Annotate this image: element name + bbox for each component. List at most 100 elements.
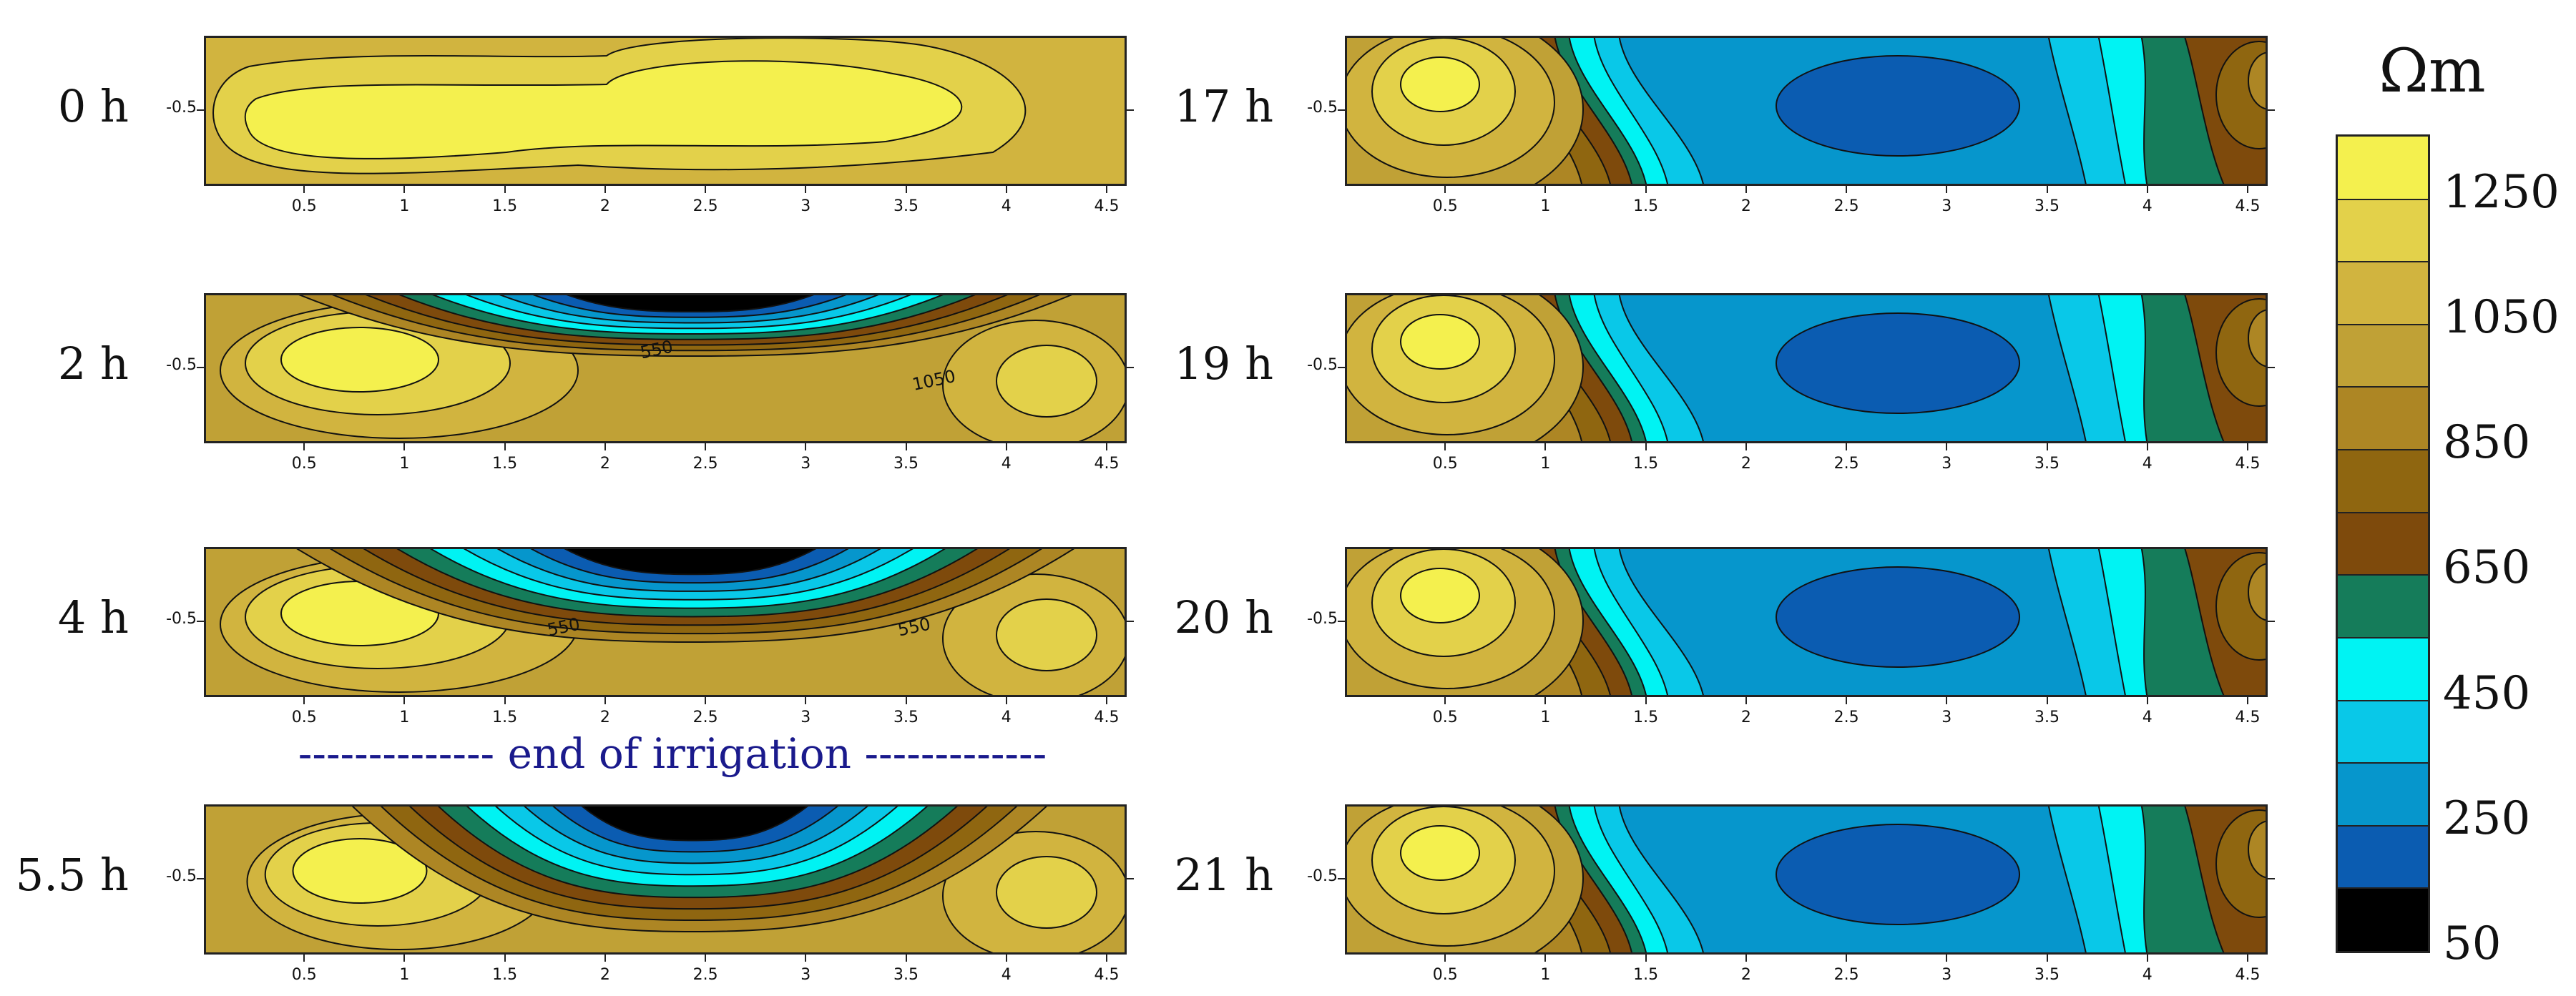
x-tick — [504, 443, 506, 450]
y-tick-label: -0.5 — [166, 99, 197, 117]
x-tick-label: 1 — [1540, 709, 1551, 726]
colorbar-divider — [2338, 261, 2428, 263]
x-tick-label: 3 — [1941, 197, 1952, 215]
x-tick — [905, 697, 907, 704]
x-tick — [504, 697, 506, 704]
x-tick-label: 0.5 — [291, 197, 317, 215]
x-tick-label: 4 — [1001, 709, 1012, 726]
y-tick-right — [1127, 621, 1134, 622]
contour-plot — [1345, 293, 2268, 443]
x-tick — [1544, 186, 1547, 193]
x-tick-label: 4.5 — [1094, 455, 1120, 473]
x-tick — [1444, 955, 1446, 962]
contour-band — [566, 295, 814, 313]
contour-band — [2247, 563, 2266, 621]
x-tick-label: 0.5 — [291, 966, 317, 984]
resistivity-panel: 550 1050 -0.5 0.5 1 1.5 2 2.5 3 3.5 4 4.5 — [166, 293, 1134, 473]
contour-band — [1775, 312, 2021, 414]
y-tick-label: -0.5 — [166, 356, 197, 374]
contour-plot — [204, 547, 1127, 697]
x-tick — [1544, 955, 1547, 962]
x-tick-label: 4.5 — [1094, 709, 1120, 726]
y-tick-right — [1127, 878, 1134, 879]
contour-band — [2247, 51, 2266, 110]
x-tick — [303, 955, 305, 962]
x-tick-label: 4.5 — [2235, 197, 2261, 215]
x-tick-label: 2 — [599, 197, 610, 215]
x-tick-label: 1 — [399, 709, 410, 726]
contour-band — [280, 327, 440, 393]
x-tick — [805, 186, 807, 193]
x-tick — [1846, 955, 1848, 962]
x-tick — [905, 186, 907, 193]
x-tick — [1846, 186, 1848, 193]
x-tick — [1645, 697, 1647, 704]
x-tick-label: 2.5 — [692, 197, 718, 215]
x-tick — [1105, 443, 1107, 450]
x-tick-label: 1.5 — [492, 197, 518, 215]
contour-band — [244, 60, 963, 159]
colorbar-band — [2338, 387, 2428, 450]
x-tick-label: 1 — [1540, 455, 1551, 473]
y-tick — [1338, 878, 1345, 879]
x-tick — [705, 443, 707, 450]
x-tick-label: 4.5 — [1094, 966, 1120, 984]
x-tick — [805, 697, 807, 704]
x-tick-label: 1.5 — [492, 966, 518, 984]
x-tick-label: 3 — [1941, 709, 1952, 726]
y-tick — [197, 367, 204, 368]
contour-band — [1399, 825, 1481, 881]
x-tick — [1745, 955, 1747, 962]
colorbar-band — [2338, 450, 2428, 513]
colorbar-divider — [2338, 762, 2428, 764]
colorbar-band — [2338, 324, 2428, 388]
x-tick — [2146, 697, 2148, 704]
x-tick — [1946, 186, 1948, 193]
x-tick-label: 4 — [1001, 966, 1012, 984]
x-tick-label: 3.5 — [893, 966, 919, 984]
colorbar-band — [2338, 763, 2428, 826]
contour-plot — [1345, 804, 2268, 955]
x-tick — [705, 955, 707, 962]
x-tick — [604, 697, 606, 704]
colorbar-band — [2338, 825, 2428, 889]
colorbar-band — [2338, 262, 2428, 325]
x-tick-label: 0.5 — [1432, 455, 1458, 473]
contour-band — [581, 807, 808, 842]
colorbar-tick-label: 1050 — [2443, 290, 2560, 344]
y-tick-label: -0.5 — [1307, 867, 1338, 885]
y-tick — [1338, 109, 1345, 111]
x-tick-label: 2 — [1740, 709, 1751, 726]
colorbar-divider — [2338, 386, 2428, 388]
colorbar-unit-label: Ωm — [2379, 36, 2486, 106]
x-tick — [1005, 186, 1007, 193]
x-tick-label: 3.5 — [2034, 709, 2060, 726]
contour-plot — [204, 293, 1127, 443]
x-tick — [1946, 697, 1948, 704]
x-tick-label: 4.5 — [2235, 709, 2261, 726]
x-tick-label: 3.5 — [893, 197, 919, 215]
x-tick-label: 2.5 — [1833, 197, 1859, 215]
colorbar-divider — [2338, 574, 2428, 576]
x-tick — [705, 697, 707, 704]
contour-svg — [206, 549, 1125, 695]
x-tick — [1846, 443, 1848, 450]
colorbar-divider — [2338, 636, 2428, 638]
contour-svg — [1347, 549, 2266, 695]
x-tick-label: 2.5 — [1833, 709, 1859, 726]
x-tick-label: 1.5 — [1633, 709, 1659, 726]
x-tick-label: 4.5 — [2235, 966, 2261, 984]
x-tick — [1946, 443, 1948, 450]
x-tick — [604, 955, 606, 962]
colorbar-divider — [2338, 824, 2428, 827]
y-tick-label: -0.5 — [1307, 610, 1338, 628]
x-tick — [2146, 186, 2148, 193]
colorbar-tick-label: 50 — [2443, 917, 2502, 970]
x-tick-label: 1.5 — [1633, 197, 1659, 215]
colorbar-band — [2338, 637, 2428, 701]
x-tick — [1645, 186, 1647, 193]
contour-band — [292, 838, 428, 904]
contour-svg — [1347, 38, 2266, 184]
time-label: 21 h — [1174, 849, 1273, 901]
x-tick — [705, 186, 707, 193]
